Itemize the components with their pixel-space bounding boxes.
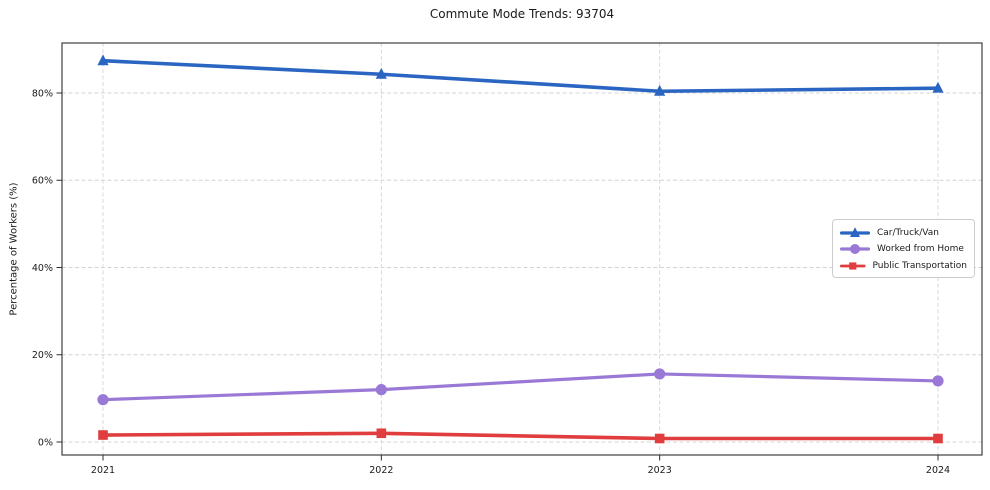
x-tick-label: 2024 <box>926 465 950 476</box>
data-point-car-truck-van-2023 <box>654 84 666 96</box>
series-layer <box>97 54 944 444</box>
y-tick-label: 80% <box>32 88 53 99</box>
legend-label: Worked from Home <box>877 244 964 254</box>
chart-title: Commute Mode Trends: 93704 <box>429 7 615 21</box>
x-tick-label: 2023 <box>648 465 672 476</box>
legend-square-icon <box>840 261 866 270</box>
data-point-worked-from-home-2021 <box>97 394 109 406</box>
data-point-public-transportation-2022 <box>376 428 387 439</box>
x-tick-label: 2021 <box>91 465 115 476</box>
series-line-car-truck-van <box>101 58 940 94</box>
series-line-worked-from-home <box>101 372 940 402</box>
y-tick-label: 60% <box>32 176 53 187</box>
data-point-car-truck-van-2022 <box>375 67 387 79</box>
legend-item-worked-from-home: Worked from Home <box>840 242 967 257</box>
legend-triangle-up-icon <box>840 226 870 237</box>
data-point-worked-from-home-2024 <box>932 375 944 387</box>
data-point-car-truck-van-2021 <box>97 54 109 66</box>
data-point-public-transportation-2024 <box>933 433 943 444</box>
plot-border <box>61 42 983 456</box>
data-point-public-transportation-2023 <box>654 433 665 444</box>
data-point-public-transportation-2021 <box>98 430 108 440</box>
axis-layer: 0% 20% 40% 60% 80% 2021 2022 2023 2024 <box>32 42 983 476</box>
legend: Car/Truck/Van Worked from Home Public Tran… <box>832 219 975 278</box>
legend-circle-icon <box>840 244 870 254</box>
x-tick-label: 2022 <box>369 465 393 476</box>
data-point-car-truck-van-2024 <box>932 81 944 93</box>
legend-item-car-truck-van: Car/Truck/Van <box>840 225 967 240</box>
data-point-worked-from-home-2022 <box>375 384 387 396</box>
legend-label: Car/Truck/Van <box>877 227 939 238</box>
y-tick-label: 0% <box>38 437 53 448</box>
y-tick-label: 40% <box>32 263 53 274</box>
data-point-worked-from-home-2023 <box>654 368 666 380</box>
y-tick-label: 20% <box>32 350 53 361</box>
grid-layer <box>62 43 982 455</box>
series-line-public-transportation <box>101 431 940 441</box>
legend-label: Public Transportation <box>872 260 967 271</box>
legend-item-public-transportation: Public Transportation <box>840 258 967 273</box>
